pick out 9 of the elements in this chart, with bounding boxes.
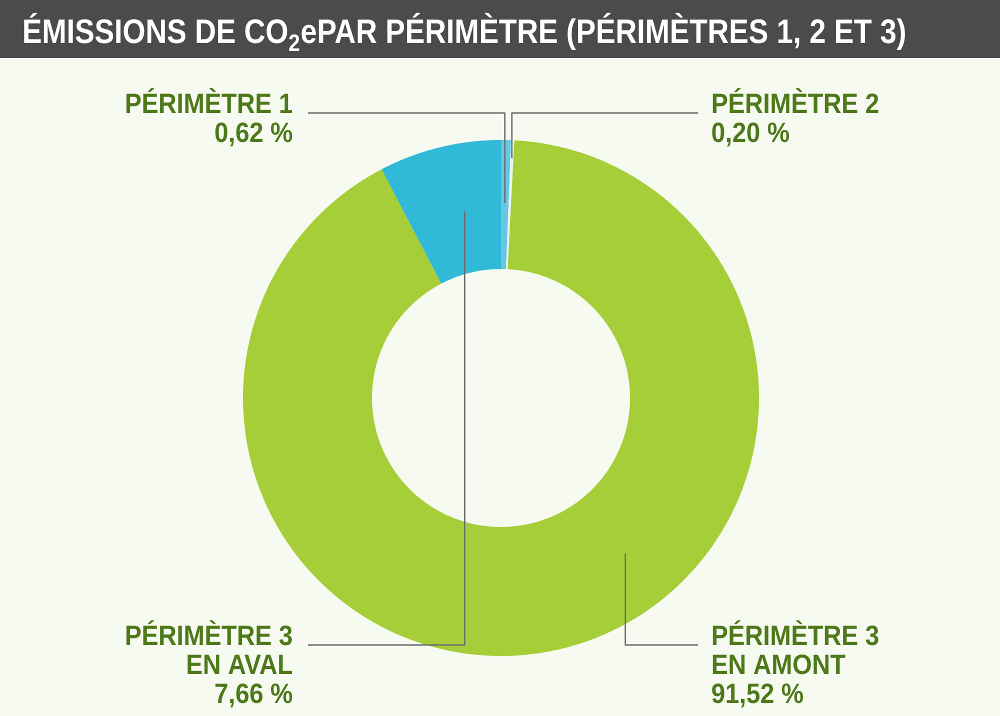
slice-label: PÉRIMÈTRE 3 EN AMONT [712, 620, 878, 674]
data-label: 91,52 % [712, 683, 803, 708]
slice-label: PÉRIMÈTRE 1 [126, 88, 292, 113]
data-label: 0,20 % [712, 122, 789, 146]
slice-label: PÉRIMÈTRE 3 EN AVAL [126, 620, 292, 674]
slice-label: PÉRIMÈTRE 2 [712, 88, 878, 113]
data-label: 0,62 % [215, 122, 292, 146]
chart-title: ÉMISSIONS DE CO$_{2}$ePAR PÉRIMÈTRE (PÉRIMÈTRES 1, 2 ET 3) [24, 12, 905, 52]
data-label: 7,66 % [215, 683, 292, 708]
